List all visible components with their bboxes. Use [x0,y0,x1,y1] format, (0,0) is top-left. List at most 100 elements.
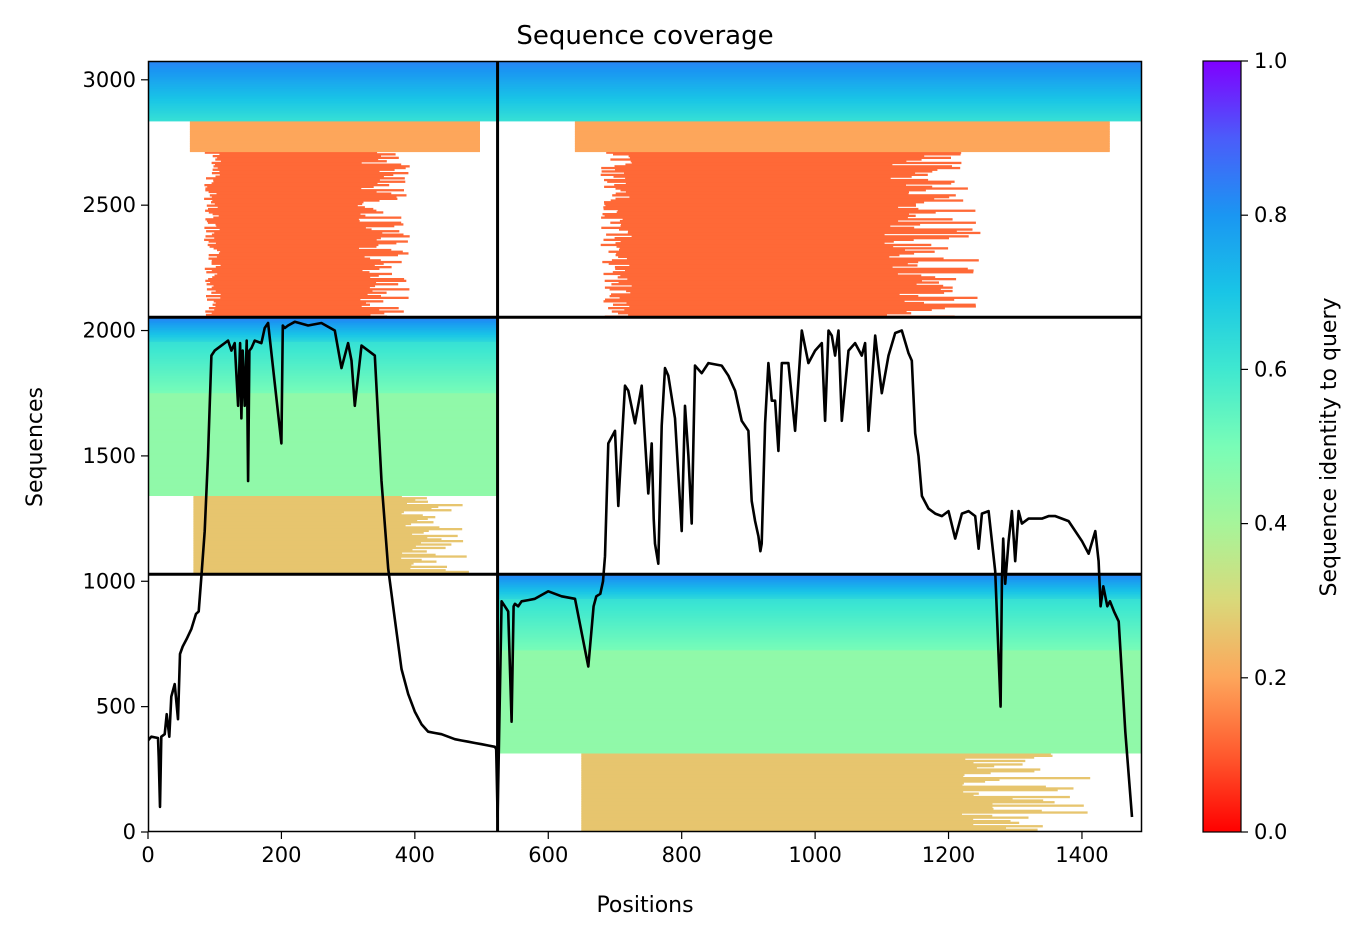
msa-row [148,452,498,455]
msa-row [148,334,498,337]
msa-row [193,570,469,574]
msa-row [497,649,1142,653]
msa-row [148,404,498,407]
msa-row [497,728,1142,732]
msa-row [148,485,498,488]
msa-row [620,225,891,228]
msa-row [581,802,993,806]
msa-row [189,125,480,129]
msa-row [148,361,498,365]
msa-row [497,100,1142,103]
msa-row [148,353,498,356]
msa-row [618,255,890,258]
msa-row [616,245,894,248]
msa-row [193,500,428,503]
msa-row [193,512,402,515]
msa-row [581,766,977,769]
msa-row [581,816,1029,819]
msa-row [602,213,909,216]
msa-row [189,139,480,142]
msa-row [205,313,371,317]
msa-row [193,540,464,543]
msa-row [189,134,480,137]
msa-row [189,131,480,134]
msa-row [497,732,1142,735]
msa-row [617,276,936,279]
colorbar-tick-label: 0.4 [1254,512,1287,536]
msa-row [581,820,1011,823]
msa-row [497,112,1142,115]
msa-row [581,771,991,775]
msa-row [629,264,918,267]
msa-row [220,160,387,163]
msa-row [497,74,1142,77]
coverage-line-layer [148,320,1134,819]
msa-row [148,414,498,418]
msa-row [148,331,498,334]
msa-row [205,209,377,212]
msa-row [581,777,1091,780]
msa-row [148,78,498,81]
msa-row [148,119,498,122]
msa-row [581,795,1070,799]
msa-row [581,770,1035,773]
msa-row [211,260,402,264]
msa-row [189,127,480,130]
msa-row [148,95,498,98]
msa-row [148,378,498,382]
msa-row [601,226,915,229]
msa-row [148,490,498,493]
msa-row [615,242,885,245]
msa-row [574,127,1110,130]
msa-row [207,185,374,188]
colorbar-label: Sequence identity to query [1317,297,1342,596]
colorbar-ticks: 0.0 0.2 0.4 0.6 0.8 1.0 [1241,49,1287,844]
msa-row [617,209,976,212]
msa-row [497,96,1142,100]
y-tick-label: 3000 [83,68,136,92]
msa-row [610,158,922,161]
msa-row [148,107,498,110]
msa-row [497,734,1142,737]
msa-row [574,136,1110,139]
msa-row [626,257,944,260]
msa-row [574,149,1110,153]
msa-row [600,173,928,176]
msa-row [204,197,398,200]
msa-row [148,83,498,86]
msa-row [148,438,498,442]
msa-row [148,88,498,91]
msa-row [148,344,498,347]
msa-row [497,594,1142,598]
msa-row [497,634,1142,637]
y-axis-label: Sequences [23,387,48,507]
msa-row [205,279,407,282]
msa-row [497,668,1142,672]
msa-row [148,413,498,416]
msa-row [148,483,498,486]
msa-row [148,433,498,437]
msa-row [193,526,440,529]
msa-row [211,233,404,236]
msa-row [497,739,1142,742]
msa-row [581,825,1043,828]
msa-row [148,356,498,359]
msa-row [148,454,498,457]
msa-row [215,301,366,305]
msa-row [581,801,1055,804]
msa-row [581,790,964,794]
msa-row [189,144,480,147]
msa-row [609,295,919,298]
msa-row [148,428,498,431]
msa-row [148,382,498,385]
msa-row [189,120,480,124]
msa-row [581,794,974,797]
msa-row [581,759,1026,763]
msa-row [215,163,402,166]
msa-row [193,550,427,553]
msa-row [611,310,907,313]
msa-row [497,608,1142,611]
msa-row [193,510,404,514]
msa-row [604,178,929,182]
msa-row [148,73,498,76]
